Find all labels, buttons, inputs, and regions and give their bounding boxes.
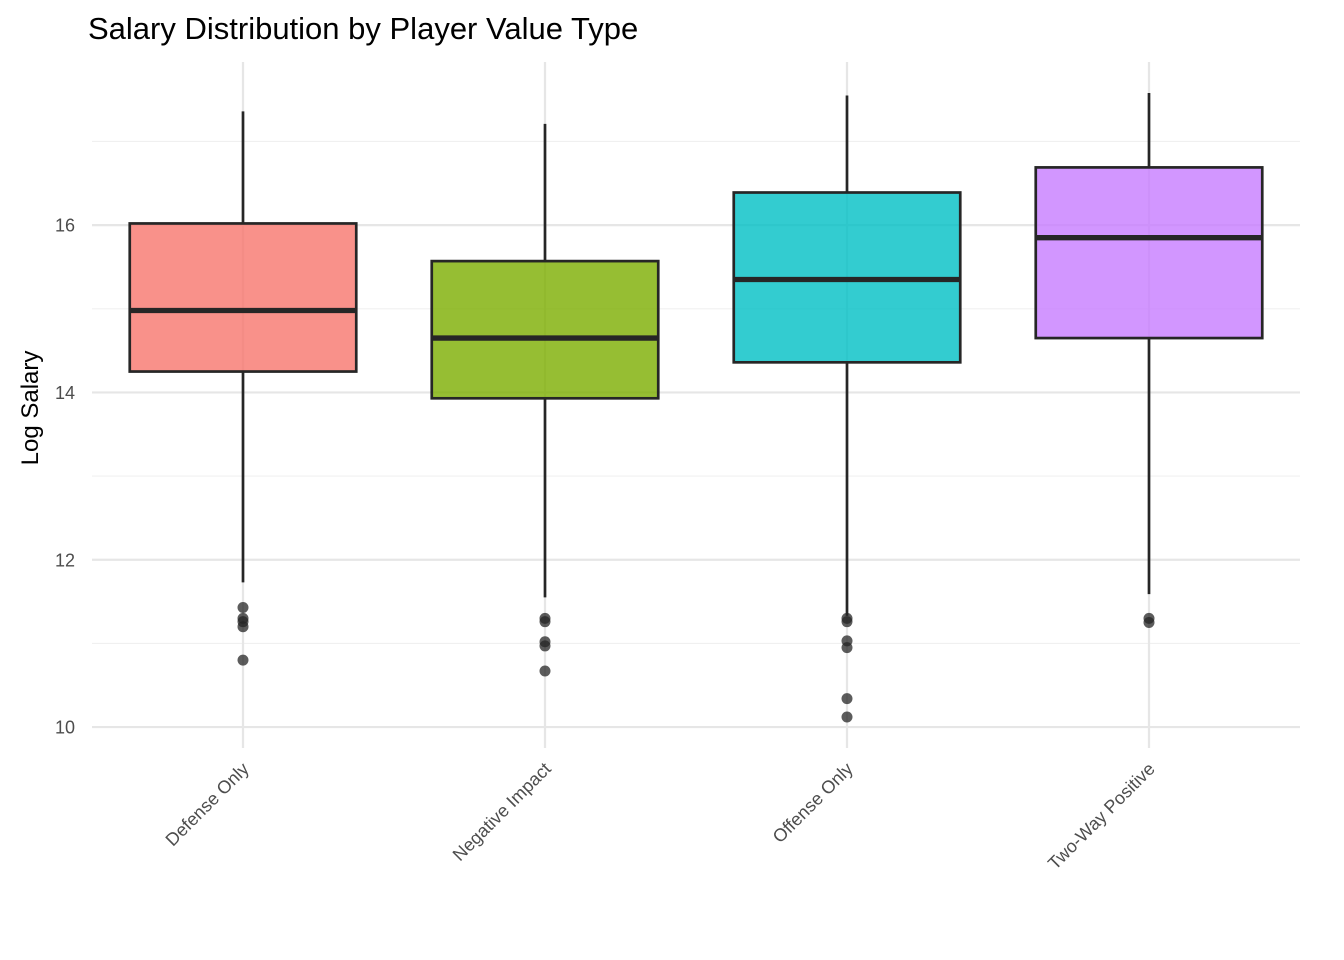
outlier-point [1143,617,1155,629]
box-group [128,111,358,666]
outlier-point [841,693,853,705]
outlier-point [237,601,249,613]
box-layer [128,92,1264,723]
outlier-point [539,640,551,652]
outlier-point [841,616,853,628]
outlier-point [539,665,551,677]
box-group [1034,92,1264,629]
y-tick-label: 12 [55,550,75,570]
iqr-box [128,222,358,373]
outlier-point [841,711,853,723]
iqr-box [430,259,660,400]
outlier-point [237,654,249,666]
box-group [430,123,660,677]
x-tick-label: Two-Way Positive [1044,759,1159,874]
outlier-point [539,616,551,628]
y-axis-title: Log Salary [17,351,44,466]
box-group [732,95,962,723]
x-tick-label: Defense Only [162,759,253,850]
y-tick-label: 14 [55,383,75,403]
outlier-point [237,621,249,633]
outlier-point [841,642,853,654]
iqr-box [1034,166,1264,340]
chart-title: Salary Distribution by Player Value Type [88,11,638,46]
x-tick-label: Offense Only [769,759,857,847]
x-tick-label: Negative Impact [449,759,555,865]
y-tick-label: 16 [55,216,75,236]
grid-layer [92,62,1300,748]
y-tick-label: 10 [55,718,75,738]
